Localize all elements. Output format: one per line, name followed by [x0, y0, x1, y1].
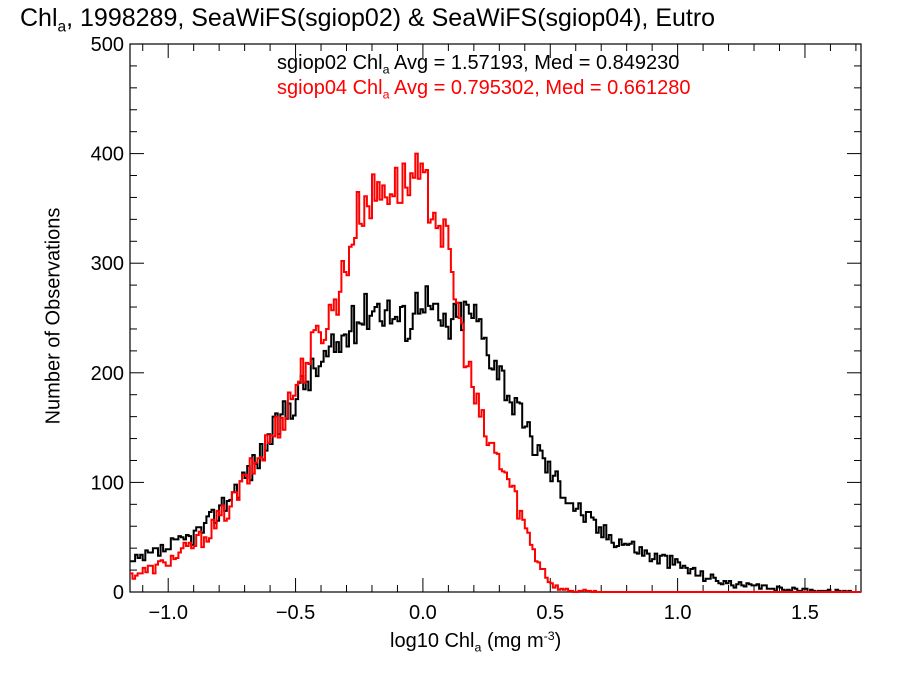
y-tick-label: 200 — [91, 363, 124, 385]
x-tick-label: 0.0 — [409, 602, 437, 624]
series-line-1 — [130, 152, 861, 593]
axis-tick-labels: −1.0 −0.5 0.0 0.5 1.0 1.5 0 100 200 300 400 500 — [91, 34, 819, 624]
y-tick-label: 500 — [91, 34, 124, 56]
y-tick-label: 300 — [91, 253, 124, 275]
legend-entry-sgiop02: sgiop02 Chla Avg = 1.57193, Med = 0.8492… — [277, 52, 680, 77]
axis-ticks — [130, 43, 861, 593]
legend-entry-sgiop04: sgiop04 Chla Avg = 0.795302, Med = 0.661… — [277, 77, 691, 102]
y-tick-label: 0 — [113, 582, 124, 604]
x-axis-label: log10 Chla (mg m-3) — [390, 629, 562, 655]
y-axis-label: Number of Observations — [42, 207, 65, 425]
x-tick-label: 0.5 — [536, 602, 564, 624]
x-tick-label: −0.5 — [276, 602, 315, 624]
x-tick-label: −1.0 — [148, 602, 187, 624]
y-tick-label: 100 — [91, 472, 124, 494]
y-tick-label: 400 — [91, 144, 124, 166]
chart-title: Chla, 1998289, SeaWiFS(sgiop02) & SeaWiF… — [20, 4, 716, 36]
series-layer — [130, 152, 861, 593]
x-tick-label: 1.5 — [791, 602, 819, 624]
x-tick-label: 1.0 — [664, 602, 692, 624]
plot-frame — [129, 43, 862, 593]
series-line-0 — [130, 285, 861, 593]
